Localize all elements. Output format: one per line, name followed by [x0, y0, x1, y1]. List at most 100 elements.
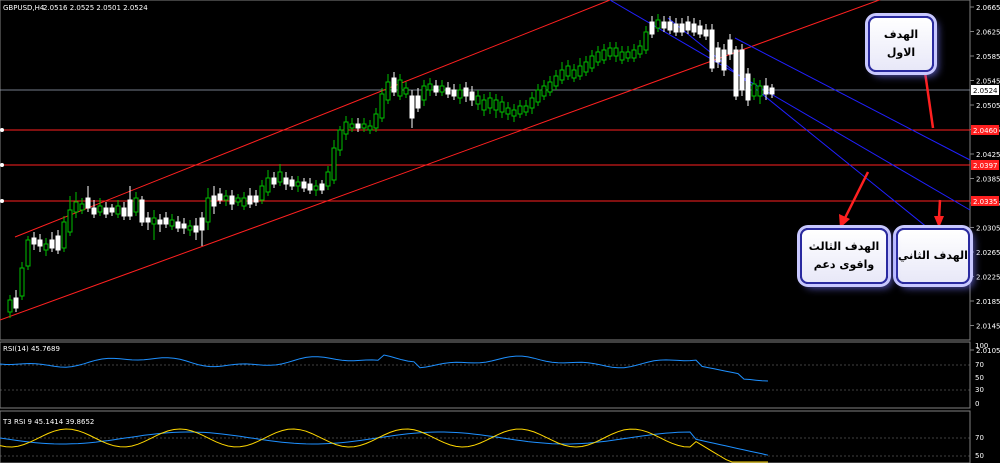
- candle-body: [361, 123, 367, 129]
- callout-target3-line2: واقوى دعم: [813, 258, 875, 271]
- price-tick-label: 2.0105: [976, 347, 1000, 355]
- candle-body: [649, 21, 655, 35]
- candle-body: [301, 181, 307, 189]
- candle-body: [127, 199, 133, 217]
- candle-body: [733, 49, 739, 97]
- t3-line-yellow[interactable]: [0, 428, 768, 463]
- candle-body: [673, 23, 679, 33]
- up-channel-lower-line[interactable]: [0, 0, 970, 321]
- candle-body: [475, 95, 481, 105]
- candle-body: [703, 29, 709, 37]
- candle-body: [31, 237, 37, 245]
- candle-body: [457, 89, 463, 99]
- price-tick-label: 2.0185: [976, 298, 1000, 306]
- price-tick-label: 2.0305: [976, 225, 1000, 233]
- candle-body: [235, 197, 241, 203]
- candle-body: [271, 177, 277, 185]
- level-tag-1-bg: [971, 125, 999, 135]
- rsi-tick-100: 100: [975, 342, 988, 350]
- candle-body: [709, 29, 715, 69]
- candle-body: [517, 105, 523, 115]
- candle-body: [481, 99, 487, 111]
- candle-body: [433, 85, 439, 93]
- candle-body: [427, 83, 433, 91]
- candle-body: [307, 183, 313, 191]
- rsi-title: RSI(14) 45.7689: [3, 345, 60, 353]
- level-anchor-2[interactable]: [0, 163, 4, 167]
- candle-body: [229, 195, 235, 205]
- current-price-tag: 2.0524: [973, 87, 998, 95]
- candle-body: [103, 207, 109, 215]
- t3-line-blue[interactable]: [0, 431, 769, 456]
- candle-body: [547, 81, 553, 93]
- ohlc-label: 2.0516 2.0525 2.0501 2.0524: [43, 4, 148, 12]
- candle-body: [541, 85, 547, 97]
- candle-body: [763, 85, 769, 95]
- candle-body: [535, 89, 541, 103]
- callout-target3: الهدف الثالث واقوى دعم: [800, 228, 888, 284]
- rsi-tick-30: 30: [975, 386, 984, 394]
- candle-body: [553, 75, 559, 87]
- price-tick-label: 2.0505: [976, 102, 1000, 110]
- arrow-target3-head: [839, 214, 850, 228]
- target-arrows: [839, 62, 944, 228]
- candle-body: [769, 87, 775, 95]
- candle-body: [181, 223, 187, 229]
- candle-body: [175, 221, 181, 229]
- level-tag-3: 2.0335: [973, 198, 998, 206]
- candle-body: [43, 243, 49, 251]
- candle-body: [757, 85, 763, 97]
- candle-body: [355, 123, 361, 129]
- arrow-target3: [843, 171, 870, 219]
- candle-body: [109, 207, 115, 213]
- rsi-tick-70: 70: [975, 361, 984, 369]
- down-channel-upper-line[interactable]: [609, 0, 971, 211]
- level-anchor-1[interactable]: [0, 128, 4, 132]
- candle-body: [745, 73, 751, 101]
- candle-body: [67, 209, 73, 233]
- candle-body: [565, 65, 571, 77]
- candle-body: [613, 47, 619, 57]
- candle-body: [37, 239, 43, 247]
- candle-body: [595, 51, 601, 63]
- rsi-line[interactable]: [0, 354, 769, 382]
- candle-body: [73, 201, 79, 213]
- candle-body: [577, 65, 583, 77]
- candle-body: [49, 239, 55, 249]
- arrow-target2-head: [934, 216, 944, 228]
- candle-body: [337, 129, 343, 151]
- candlesticks[interactable]: [7, 14, 775, 318]
- candle-body: [55, 235, 61, 251]
- candle-body: [343, 121, 349, 135]
- candle-body: [715, 47, 721, 63]
- price-tick-label: 2.0225: [976, 274, 1000, 282]
- candle-body: [571, 69, 577, 79]
- arrow-target1: [923, 71, 935, 129]
- candle-body: [151, 217, 157, 225]
- price-tick-label: 2.0625: [976, 29, 1000, 37]
- candle-body: [499, 101, 505, 113]
- candle-body: [493, 99, 499, 111]
- rsi-tick-50: 50: [975, 374, 984, 382]
- up-channel-upper-line[interactable]: [14, 0, 611, 238]
- candle-body: [319, 183, 325, 191]
- candle-body: [451, 89, 457, 97]
- candle-body: [469, 91, 475, 101]
- down-channel-lower-line[interactable]: [734, 37, 971, 161]
- candle-body: [169, 219, 175, 227]
- candle-body: [415, 95, 421, 109]
- candle-body: [409, 95, 415, 119]
- candle-body: [223, 195, 229, 201]
- candle-body: [331, 147, 337, 181]
- level-tag-2: 2.0397: [973, 162, 998, 170]
- price-tick-label: 2.0585: [976, 53, 1000, 61]
- candle-body: [721, 49, 727, 71]
- candle-body: [529, 97, 535, 109]
- candle-body: [397, 79, 403, 97]
- candle-body: [13, 297, 19, 309]
- level-anchor-3[interactable]: [0, 199, 4, 203]
- candle-body: [25, 239, 31, 267]
- t3-tick-70: 70: [975, 434, 984, 442]
- candle-body: [523, 105, 529, 113]
